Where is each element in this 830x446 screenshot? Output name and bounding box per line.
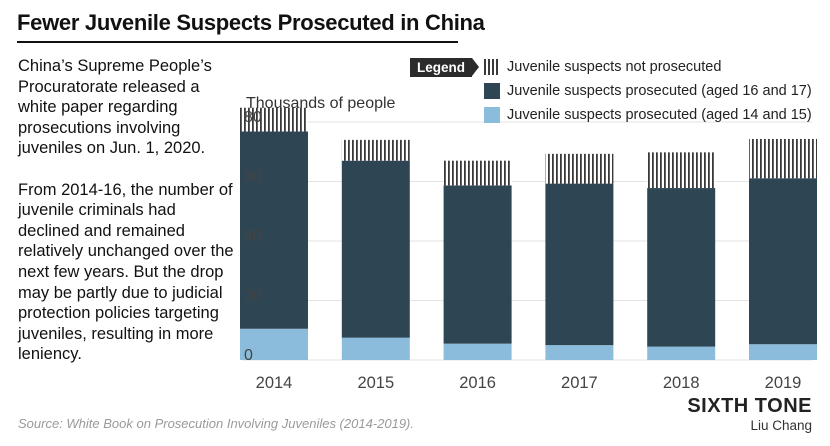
y-tick-label: 40: [244, 228, 262, 245]
description-paragraph-1: China’s Supreme People’s Procuratorate r…: [18, 57, 212, 158]
legend-swatch: [484, 83, 500, 99]
legend-swatch: [484, 107, 500, 123]
x-tick-label: 2017: [561, 374, 598, 392]
bar-segment-not-prosecuted: [341, 139, 410, 161]
bar-segment-aged-16-17: [749, 178, 817, 345]
bar-segment-aged-16-17: [647, 188, 716, 347]
y-tick-label: 80: [244, 109, 262, 126]
description-panel: China’s Supreme People’s Procuratorate r…: [18, 56, 240, 386]
y-tick-label: 20: [244, 288, 262, 305]
bar-segment-aged-14-15: [443, 343, 512, 360]
legend-item-aged-16-17: Juvenile suspects prosecuted (aged 16 an…: [484, 82, 812, 100]
x-tick-label: 2016: [459, 374, 496, 392]
legend-label: Juvenile suspects prosecuted (aged 16 an…: [507, 83, 812, 99]
bar-segment-not-prosecuted: [749, 138, 817, 179]
bar-segment-not-prosecuted: [240, 107, 308, 132]
legend-label: Juvenile suspects not prosecuted: [507, 59, 722, 75]
x-tick-label: 2019: [765, 374, 802, 392]
bar-segment-aged-14-15: [749, 344, 817, 360]
bar-segment-aged-16-17: [341, 160, 410, 338]
legend-item-aged-14-15: Juvenile suspects prosecuted (aged 14 an…: [484, 106, 812, 124]
gridlines: [242, 121, 812, 361]
y-axis-title: Thousands of people: [246, 95, 396, 112]
bar-segment-not-prosecuted: [443, 160, 512, 186]
x-tick-label: 2014: [256, 374, 293, 392]
brand-logo: SIXTH TONE: [687, 395, 812, 417]
bar-segment-aged-14-15: [341, 337, 410, 360]
bar-segment-aged-14-15: [647, 346, 716, 360]
source-note: Source: White Book on Prosecution Involv…: [18, 416, 414, 431]
description-paragraph-2: From 2014-16, the number of juvenile cri…: [18, 180, 234, 364]
bar-segment-aged-16-17: [443, 185, 512, 344]
author-byline: Liu Chang: [750, 418, 812, 433]
legend-item-not-prosecuted: Juvenile suspects not prosecuted: [484, 58, 721, 76]
bar-segment-not-prosecuted: [647, 152, 716, 189]
legend-label: Juvenile suspects prosecuted (aged 14 an…: [507, 107, 812, 123]
x-tick-label: 2015: [357, 374, 394, 392]
y-tick-label: 0: [244, 347, 253, 364]
bar-segment-not-prosecuted: [545, 153, 614, 184]
bar-segment-aged-16-17: [545, 183, 614, 346]
legend-tag: Legend: [410, 58, 479, 77]
bar-segment-aged-14-15: [240, 328, 308, 360]
bar-segment-aged-16-17: [240, 131, 308, 329]
chart-title: Fewer Juvenile Suspects Prosecuted in Ch…: [17, 10, 485, 35]
legend-swatch: [484, 59, 500, 75]
title-underline: [17, 41, 458, 43]
x-tick-label: 2018: [663, 374, 700, 392]
bars: [240, 107, 817, 360]
bar-segment-aged-14-15: [545, 345, 614, 360]
y-tick-label: 60: [244, 169, 262, 186]
